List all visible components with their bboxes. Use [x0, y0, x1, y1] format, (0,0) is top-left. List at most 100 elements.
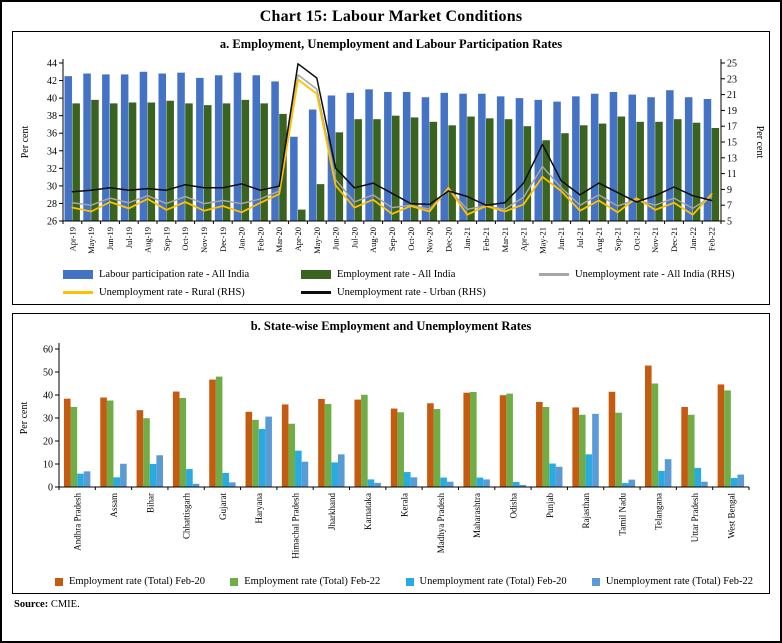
bar-May-19: [83, 73, 91, 221]
bar-May-21: [534, 99, 543, 221]
bar-Jun-19: [102, 74, 110, 221]
legend-label: Unemployment rate (Total) Feb-20: [419, 576, 567, 587]
bar-Jun-20: [335, 132, 344, 221]
x-label-Apr-21: Apr-21: [519, 227, 529, 251]
y-tick-label-right: 13: [727, 153, 737, 164]
bar-andhra-pradesh: [83, 471, 91, 487]
y-tick-label-left: 34: [47, 146, 57, 157]
bar-May-20: [316, 184, 325, 221]
bar-Dec-21: [674, 119, 682, 221]
y-tick-label-left: 28: [47, 199, 57, 210]
legend-swatch-unemployment-rate-urban-rhs: [301, 291, 331, 294]
bar-haryana: [265, 416, 272, 487]
bar-andhra-pradesh: [63, 398, 71, 487]
legend-label: Employment rate - All India: [337, 269, 456, 280]
bar-bihar: [143, 418, 150, 487]
y-tick-label-left: 40: [47, 94, 57, 105]
legend-item-labour-participation-rate-all-india: Labour participation rate - All India: [63, 269, 301, 280]
bar-odisha: [506, 393, 513, 487]
bar-Apr-21: [523, 126, 532, 221]
x-label-madhya-pradesh: Madhya Pradesh: [436, 493, 446, 554]
legend-item-unemployment-rate-all-india-rhs: Unemployment rate - All India (RHS): [539, 269, 759, 280]
bar-Apr-20: [290, 136, 298, 221]
bar-kerala: [410, 477, 418, 487]
bar-Dec-19: [214, 75, 223, 221]
x-label-Nov-21: Nov-21: [650, 227, 660, 253]
legend-item-unemployment-rate-total-feb-20: Unemployment rate (Total) Feb-20: [405, 576, 567, 587]
legend-item-unemployment-rate-urban-rhs: Unemployment rate - Urban (RHS): [301, 287, 539, 298]
x-label-jharkhand: Jharkhand: [327, 493, 337, 530]
bar-karnataka: [354, 399, 362, 487]
x-label-Jan-22: Jan-22: [688, 227, 698, 250]
bar-gujarat: [209, 379, 216, 487]
legend-item-unemployment-rate-total-feb-22: Unemployment rate (Total) Feb-22: [591, 576, 753, 587]
x-label-Nov-19: Nov-19: [199, 227, 209, 253]
legend-item-employment-rate-total-feb-20: Employment rate (Total) Feb-20: [55, 576, 205, 587]
bar-chhattisgarh: [192, 483, 200, 487]
legend-swatch-labour-participation-rate-all-india: [63, 270, 93, 279]
x-label-west-bengal: West Bengal: [726, 493, 736, 539]
bar-Jan-22: [692, 122, 701, 221]
bar-karnataka: [367, 479, 375, 487]
bar-haryana: [258, 429, 266, 487]
bar-assam: [120, 463, 127, 487]
bar-himachal-pradesh: [295, 450, 302, 487]
bar-andhra-pradesh: [70, 406, 78, 487]
bar-Sep-21: [617, 116, 626, 221]
legend-swatch-unemployment-rate-total-feb-22: [591, 577, 600, 586]
bar-Aug-21: [598, 123, 607, 221]
bar-west-bengal: [730, 478, 738, 487]
bar-Mar-21: [504, 119, 513, 221]
legend-item-employment-rate-total-feb-22: Employment rate (Total) Feb-22: [230, 576, 380, 587]
bar-Apr-19: [72, 103, 80, 221]
bar-Jan-21: [459, 93, 467, 221]
y-tick-label-right: 15: [727, 138, 737, 149]
bar-Apr-21: [515, 98, 524, 221]
x-label-uttar-pradesh: Uttar Pradesh: [690, 493, 700, 543]
y-tick-label-right: 25: [727, 59, 737, 70]
bar-odisha: [512, 481, 520, 487]
bar-madhya-pradesh: [427, 403, 434, 487]
bar-punjab: [549, 463, 556, 487]
x-label-Sep-21: Sep-21: [613, 227, 623, 251]
bar-Nov-21: [655, 121, 663, 221]
bar-andhra-pradesh: [77, 473, 84, 487]
bar-telangana: [658, 470, 665, 487]
legend-label: Unemployment rate - All India (RHS): [575, 269, 735, 280]
panel-b-title: b. State-wise Employment and Unemploymen…: [250, 319, 532, 333]
x-label-himachal-pradesh: Himachal Pradesh: [291, 493, 301, 559]
bar-odisha: [499, 395, 507, 487]
bar-jharkhand: [324, 403, 332, 487]
bars-labour-participation-rate-all-india: [64, 71, 712, 222]
bar-punjab: [536, 401, 543, 487]
panel-b-bars: [63, 365, 745, 487]
x-label-kerala: Kerala: [400, 493, 410, 517]
bar-assam: [113, 477, 121, 487]
source-label: Source:: [14, 599, 49, 610]
x-label-Feb-20: Feb-20: [255, 227, 265, 251]
bar-tamil-nadu: [615, 412, 622, 487]
bar-telangana: [664, 459, 672, 487]
bar-Feb-22: [711, 127, 720, 221]
source-value: CMIE.: [50, 599, 80, 610]
bar-Aug-20: [365, 89, 373, 221]
bar-Feb-21: [486, 118, 494, 221]
bar-Jun-21: [561, 133, 569, 221]
y-tick-label-left: 26: [47, 217, 57, 228]
panel-a-chart: 26 28 30 32 34 36 38 40 42 44 5 7 9 11 13 15 17 19 21 23 25 A…: [20, 59, 765, 254]
bar-Sep-20: [384, 91, 392, 221]
x-label-tamil-nadu: Tamil Nadu: [617, 493, 627, 536]
x-label-May-20: May-20: [312, 227, 322, 254]
y-tick-label-right: 9: [727, 185, 732, 196]
y-tick-label-left: 32: [47, 164, 57, 175]
bar-uttar-pradesh: [687, 414, 695, 487]
bar-himachal-pradesh: [288, 423, 296, 487]
bar-kerala: [397, 412, 404, 487]
legend-label: Unemployment rate (Total) Feb-22: [605, 576, 753, 587]
bars-employment-rate-total-feb-22: [70, 376, 731, 487]
x-label-Feb-22: Feb-22: [707, 227, 717, 251]
x-label-Jul-20: Jul-20: [349, 227, 359, 248]
bar-madhya-pradesh: [433, 409, 441, 487]
bar-madhya-pradesh: [440, 477, 447, 487]
x-label-Aug-20: Aug-20: [368, 227, 378, 253]
